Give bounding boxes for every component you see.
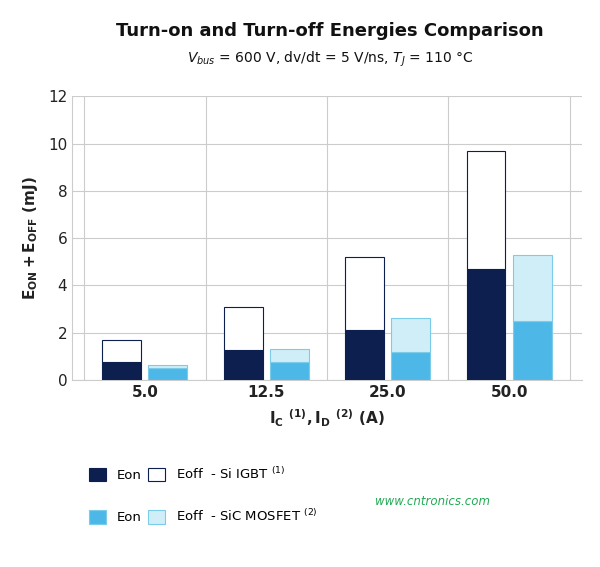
Text: $V_{bus}$ = 600 V, dv/dt = 5 V/ns, $T_J$ = 110 °C: $V_{bus}$ = 600 V, dv/dt = 5 V/ns, $T_J$… (187, 50, 473, 69)
Bar (224, 350, 263, 380)
Bar (270, 349, 309, 362)
Bar (148, 368, 187, 380)
Y-axis label: $\mathbf{E_{ON} + E_{OFF}}$ (mJ): $\mathbf{E_{ON} + E_{OFF}}$ (mJ) (20, 176, 40, 300)
Bar (467, 151, 505, 269)
Bar (103, 340, 141, 362)
Bar (467, 269, 505, 380)
Text: Turn-on and Turn-off Energies Comparison: Turn-on and Turn-off Energies Comparison (116, 22, 544, 40)
X-axis label: $\mathbf{I_C}$ $\mathbf{^{(1)}}$$\mathbf{, I_D}$ $\mathbf{^{(2)}}$ $\mathbf{(A)}: $\mathbf{I_C}$ $\mathbf{^{(1)}}$$\mathbf… (269, 408, 385, 429)
Bar (224, 307, 263, 350)
Bar (513, 321, 551, 380)
Bar (103, 362, 141, 380)
Text: www.cntronics.com: www.cntronics.com (374, 496, 490, 508)
Bar (148, 365, 187, 368)
Bar (345, 330, 384, 380)
Bar (513, 255, 551, 321)
Bar (345, 257, 384, 330)
Bar (270, 362, 309, 380)
Bar (391, 319, 430, 352)
Legend: Eon, Eoff  - SiC MOSFET $^{(2)}$: Eon, Eoff - SiC MOSFET $^{(2)}$ (89, 509, 317, 524)
Bar (391, 352, 430, 380)
